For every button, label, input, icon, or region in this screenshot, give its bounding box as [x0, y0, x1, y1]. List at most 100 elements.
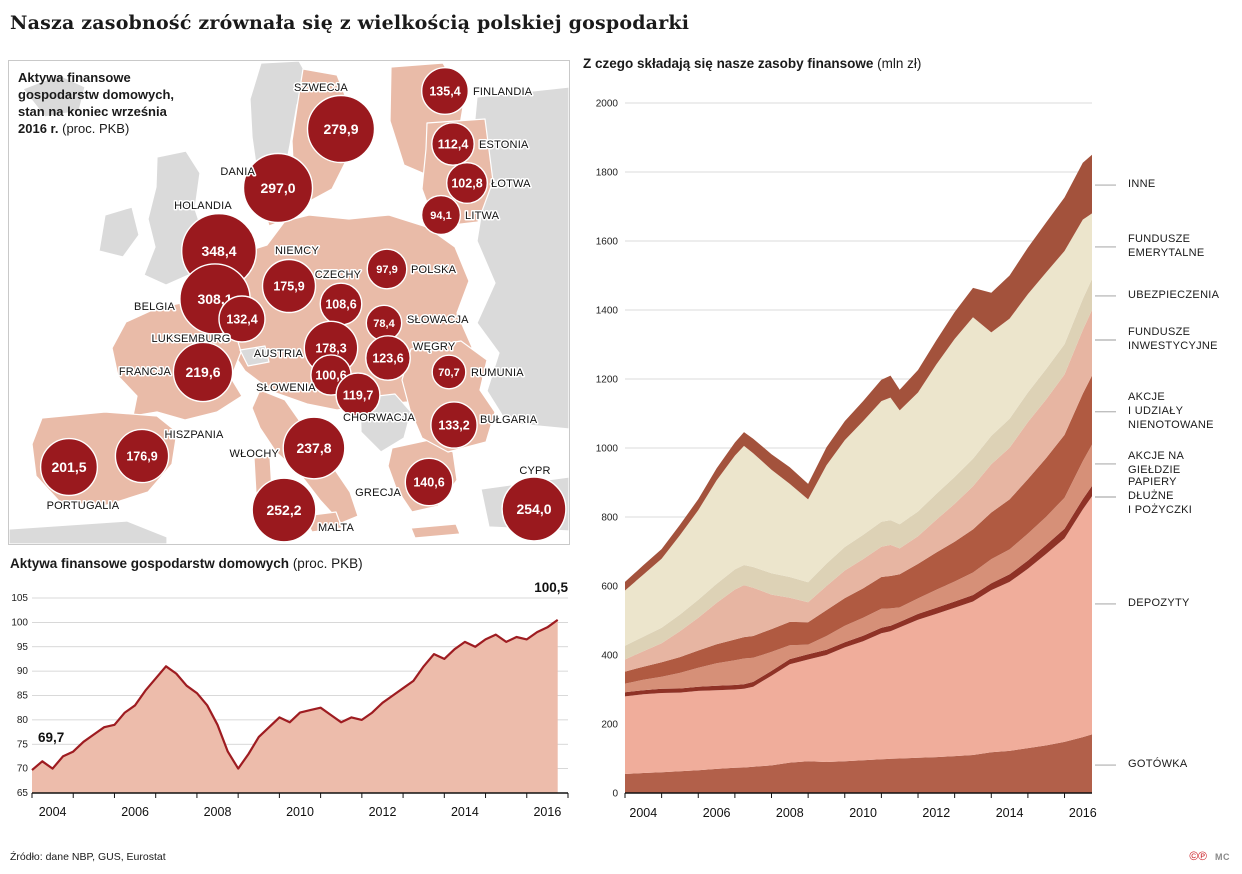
- trend-area-fill: [32, 619, 558, 793]
- bubble-circle: [430, 401, 478, 449]
- svg-text:2012: 2012: [922, 806, 950, 820]
- legend-akcje-na-giełdzie: AKCJE NA GIEŁDZIE: [1128, 450, 1185, 476]
- svg-text:2004: 2004: [629, 806, 657, 820]
- country-label: SŁOWENIA: [256, 382, 316, 394]
- country-label: CZECHY: [315, 269, 362, 281]
- bubble-value: 70,7: [438, 367, 459, 379]
- svg-text:2006: 2006: [121, 805, 149, 819]
- bubble-circle: [431, 354, 467, 390]
- bubble-cypr: 254,0 CYPR: [501, 464, 567, 542]
- svg-text:2012: 2012: [369, 805, 397, 819]
- bubble-circle: [420, 194, 462, 236]
- bubble-value: 254,0: [516, 501, 551, 517]
- bubble-hiszpania: 176,9 HISZPANIA: [114, 428, 225, 484]
- country-label: HOLANDIA: [174, 200, 232, 212]
- country-label: LUKSEMBURG: [151, 333, 230, 345]
- country-label: PORTUGALIA: [47, 500, 120, 512]
- bubble-chorwacja: 119,7 CHORWACJA: [335, 372, 417, 426]
- area-gotówka: [625, 734, 1092, 793]
- country-label: AUSTRIA: [254, 348, 304, 360]
- map-title: Aktywa finansowe gospodarstw domowych, s…: [18, 70, 188, 138]
- bubble-circle: [306, 94, 376, 164]
- svg-text:1400: 1400: [596, 306, 619, 317]
- bubble-circle: [251, 477, 317, 543]
- country-label: ESTONIA: [479, 139, 529, 151]
- bubble-włochy: 237,8 WŁOCHY: [228, 416, 346, 480]
- map-title-text: Aktywa finansowe gospodarstw domowych, s…: [18, 70, 175, 136]
- line-chart-title-unit: (proc. PKB): [292, 556, 363, 571]
- svg-text:80: 80: [17, 715, 29, 726]
- bubble-value: 97,9: [376, 264, 397, 276]
- line-chart-title-text: Aktywa finansowe gospodarstw domowych: [10, 556, 290, 571]
- bubble-value: 108,6: [325, 298, 356, 312]
- svg-text:1200: 1200: [596, 375, 619, 386]
- svg-text:400: 400: [601, 651, 618, 662]
- country-label: ŁOTWA: [491, 178, 531, 190]
- bubble-circle: [366, 248, 408, 290]
- svg-text:2010: 2010: [286, 805, 314, 819]
- bubble-portugalia: 201,5 PORTUGALIA: [39, 437, 121, 514]
- bubble-finlandia: 135,4 FINLANDIA: [421, 67, 534, 115]
- svg-text:1800: 1800: [596, 168, 619, 179]
- svg-text:65: 65: [17, 788, 29, 799]
- line-chart-title: Aktywa finansowe gospodarstw domowych (p…: [10, 556, 363, 571]
- land-switzerland: [239, 345, 270, 367]
- svg-text:2014: 2014: [451, 805, 479, 819]
- europe-bubble-map-panel: Aktywa finansowe gospodarstw domowych, s…: [8, 60, 570, 545]
- country-label: MALTA: [318, 522, 355, 534]
- svg-text:2016: 2016: [1069, 806, 1097, 820]
- bubble-circle: [431, 122, 475, 166]
- bubble-circle: [261, 258, 317, 314]
- map-title-unit: (proc. PKB): [62, 120, 130, 136]
- bubble-value: 252,2: [266, 502, 301, 518]
- country-label: WŁOCHY: [230, 448, 280, 460]
- svg-text:75: 75: [17, 739, 29, 750]
- country-label: BELGIA: [134, 301, 175, 313]
- bubble-słowacja: 78,4 SŁOWACJA: [365, 304, 470, 342]
- svg-text:2010: 2010: [849, 806, 877, 820]
- svg-text:100: 100: [11, 617, 28, 628]
- start-value-label: 69,7: [38, 730, 64, 745]
- country-label: NIEMCY: [275, 245, 319, 257]
- svg-text:800: 800: [601, 513, 618, 524]
- svg-text:0: 0: [612, 789, 618, 800]
- bubble-circle: [39, 437, 99, 497]
- country-label: GRECJA: [355, 487, 401, 499]
- credit-initials: MC: [1215, 852, 1230, 862]
- bubble-francja: 219,6 FRANCJA: [117, 341, 234, 403]
- bubble-łotwa: 102,8 ŁOTWA: [446, 161, 532, 204]
- bubble-value: 112,4: [438, 138, 469, 152]
- land-ireland: [98, 206, 140, 258]
- stacked-chart-title-unit: (mln zł): [877, 56, 922, 71]
- bubble-value: 133,2: [438, 419, 469, 433]
- bubble-niemcy: 175,9 NIEMCY: [261, 244, 321, 314]
- bubble-value: 78,4: [373, 318, 395, 330]
- svg-text:90: 90: [17, 666, 29, 677]
- footer-marks: ©℗ MC: [1189, 849, 1230, 863]
- bubble-circle: [365, 335, 411, 381]
- svg-text:85: 85: [17, 691, 29, 702]
- area-ubezpieczenia: [625, 279, 1092, 660]
- svg-text:2006: 2006: [703, 806, 731, 820]
- bubble-circle: [501, 476, 567, 542]
- bubble-value: 178,3: [315, 342, 346, 356]
- bubble-value: 308,1: [197, 291, 232, 307]
- country-label: FINLANDIA: [473, 86, 533, 98]
- bubble-value: 94,1: [430, 210, 451, 222]
- country-label: FRANCJA: [119, 366, 172, 378]
- country-label: SŁOWACJA: [407, 314, 469, 326]
- bubble-circle: [335, 372, 381, 418]
- bubble-circle: [446, 161, 489, 204]
- svg-text:1000: 1000: [596, 444, 619, 455]
- area-akcje-i-udziały-nienotowane: [625, 375, 1092, 684]
- end-value-label: 100,5: [534, 580, 568, 595]
- bubble-węgry: 123,6 WĘGRY: [365, 335, 457, 381]
- bubble-circle: [242, 152, 314, 224]
- bubble-value: 100,6: [315, 369, 346, 383]
- svg-text:2008: 2008: [776, 806, 804, 820]
- country-label: WĘGRY: [413, 341, 456, 353]
- bubble-value: 175,9: [273, 280, 304, 294]
- svg-text:2000: 2000: [596, 99, 619, 110]
- bubble-value: 176,9: [126, 450, 157, 464]
- bubble-value: 132,4: [226, 313, 257, 327]
